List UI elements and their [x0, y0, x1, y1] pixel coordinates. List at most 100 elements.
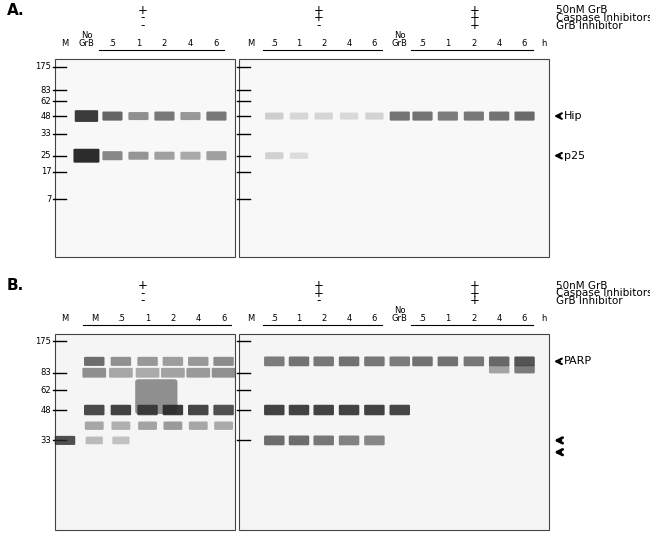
Text: +: + [469, 11, 480, 25]
Text: 175: 175 [36, 337, 51, 346]
FancyBboxPatch shape [213, 405, 234, 415]
Text: +: + [313, 279, 324, 292]
Text: +: + [469, 294, 480, 307]
FancyBboxPatch shape [514, 365, 535, 373]
FancyBboxPatch shape [188, 357, 209, 366]
FancyBboxPatch shape [180, 152, 200, 160]
Text: 6: 6 [372, 40, 377, 49]
Text: -: - [141, 11, 145, 25]
FancyBboxPatch shape [86, 437, 103, 444]
Text: GrB Inhibitor: GrB Inhibitor [556, 20, 623, 30]
Text: +: + [469, 19, 480, 32]
FancyBboxPatch shape [489, 356, 510, 366]
FancyBboxPatch shape [489, 365, 510, 373]
FancyBboxPatch shape [339, 356, 359, 366]
FancyBboxPatch shape [365, 112, 383, 119]
Text: M: M [90, 315, 98, 324]
FancyBboxPatch shape [84, 357, 105, 366]
FancyBboxPatch shape [162, 357, 183, 366]
FancyBboxPatch shape [289, 435, 309, 445]
Text: PARP: PARP [564, 356, 592, 366]
Text: 2: 2 [471, 40, 476, 49]
Text: 2: 2 [471, 315, 476, 324]
Text: 4: 4 [188, 40, 193, 49]
Text: +: + [138, 4, 148, 17]
Text: +: + [313, 287, 324, 300]
FancyBboxPatch shape [364, 435, 385, 445]
FancyBboxPatch shape [161, 368, 185, 378]
Text: 62: 62 [41, 386, 51, 395]
FancyBboxPatch shape [137, 405, 158, 415]
Text: M: M [61, 40, 69, 49]
Text: .5: .5 [117, 315, 125, 324]
Text: 2: 2 [321, 40, 326, 49]
FancyBboxPatch shape [75, 110, 98, 122]
Text: 175: 175 [36, 62, 51, 71]
Text: 1: 1 [296, 315, 302, 324]
Text: 25: 25 [41, 151, 51, 160]
Text: 2: 2 [162, 40, 167, 49]
FancyBboxPatch shape [102, 151, 122, 160]
Text: 48: 48 [41, 112, 51, 120]
Text: 50nM GrB: 50nM GrB [556, 5, 608, 16]
FancyBboxPatch shape [364, 405, 385, 415]
FancyBboxPatch shape [155, 111, 174, 120]
FancyBboxPatch shape [214, 422, 233, 430]
Text: +: + [469, 4, 480, 17]
FancyBboxPatch shape [83, 368, 106, 378]
FancyBboxPatch shape [315, 112, 333, 119]
Text: +: + [313, 11, 324, 25]
FancyBboxPatch shape [129, 152, 148, 160]
Bar [55, 333, 235, 530]
Text: 48: 48 [41, 406, 51, 415]
Text: No
GrB: No GrB [79, 31, 94, 49]
FancyBboxPatch shape [514, 356, 535, 366]
FancyBboxPatch shape [264, 435, 285, 445]
FancyBboxPatch shape [265, 112, 283, 119]
Text: 6: 6 [522, 40, 527, 49]
Text: .5: .5 [270, 40, 278, 49]
FancyBboxPatch shape [164, 422, 182, 430]
Text: -: - [141, 287, 145, 300]
Text: -: - [317, 19, 320, 32]
Text: 6: 6 [522, 315, 527, 324]
Text: 33: 33 [40, 436, 51, 445]
Text: .5: .5 [109, 40, 116, 49]
FancyBboxPatch shape [129, 112, 148, 120]
FancyBboxPatch shape [390, 111, 410, 120]
Text: .5: .5 [419, 315, 426, 324]
Text: -: - [141, 294, 145, 307]
Text: 6: 6 [221, 315, 226, 324]
FancyBboxPatch shape [102, 111, 122, 120]
Text: -: - [141, 19, 145, 32]
Text: 2: 2 [321, 315, 326, 324]
FancyBboxPatch shape [313, 405, 334, 415]
Text: +: + [313, 4, 324, 17]
FancyBboxPatch shape [265, 152, 283, 159]
FancyBboxPatch shape [489, 111, 510, 120]
Text: Hip: Hip [564, 111, 582, 121]
Text: No
GrB: No GrB [392, 306, 408, 324]
FancyBboxPatch shape [340, 112, 358, 119]
Text: B.: B. [6, 278, 24, 293]
FancyBboxPatch shape [207, 151, 227, 160]
FancyBboxPatch shape [112, 437, 129, 444]
Bar [55, 58, 235, 257]
Text: GrB Inhibitor: GrB Inhibitor [556, 296, 623, 306]
FancyBboxPatch shape [112, 422, 130, 430]
Text: 83: 83 [40, 86, 51, 95]
FancyBboxPatch shape [289, 405, 309, 415]
FancyBboxPatch shape [109, 368, 133, 378]
FancyBboxPatch shape [289, 356, 309, 366]
FancyBboxPatch shape [463, 356, 484, 366]
FancyBboxPatch shape [515, 111, 535, 120]
Text: +: + [469, 279, 480, 292]
Text: M: M [246, 315, 254, 324]
FancyBboxPatch shape [188, 405, 209, 415]
FancyBboxPatch shape [313, 356, 334, 366]
Text: 4: 4 [346, 40, 352, 49]
FancyBboxPatch shape [111, 357, 131, 366]
FancyBboxPatch shape [188, 422, 208, 430]
FancyBboxPatch shape [84, 422, 103, 430]
FancyBboxPatch shape [73, 149, 99, 163]
